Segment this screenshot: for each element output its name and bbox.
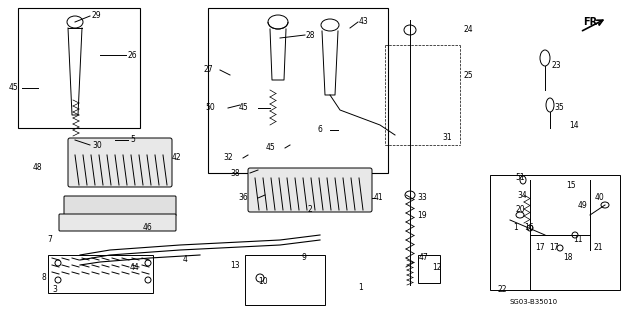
Text: 40: 40	[595, 194, 605, 203]
Text: 35: 35	[554, 103, 564, 113]
Text: 47: 47	[419, 254, 429, 263]
Text: 10: 10	[258, 278, 268, 286]
Text: 22: 22	[497, 286, 506, 294]
Text: 42: 42	[172, 153, 182, 162]
Text: 15: 15	[566, 181, 575, 189]
Text: 12: 12	[432, 263, 442, 272]
Text: 23: 23	[552, 61, 562, 70]
Text: 43: 43	[359, 18, 369, 26]
Text: 4: 4	[183, 256, 188, 264]
Text: 25: 25	[463, 70, 472, 79]
Text: 36: 36	[238, 194, 248, 203]
Text: 7: 7	[47, 235, 52, 244]
Text: 29: 29	[91, 11, 100, 20]
Text: 45: 45	[265, 144, 275, 152]
Text: 30: 30	[92, 140, 102, 150]
Text: 44: 44	[130, 263, 140, 272]
Bar	[490, 175, 620, 290]
Text: 41: 41	[374, 194, 383, 203]
Text: 31: 31	[442, 133, 452, 143]
FancyBboxPatch shape	[68, 138, 172, 187]
FancyBboxPatch shape	[64, 196, 176, 216]
Text: 28: 28	[306, 31, 316, 40]
Bar	[48, 255, 153, 293]
Text: 13: 13	[230, 261, 239, 270]
FancyBboxPatch shape	[248, 168, 372, 212]
Bar	[245, 255, 325, 305]
Text: 26: 26	[127, 50, 136, 60]
Text: 3: 3	[52, 286, 57, 294]
Text: 45: 45	[238, 103, 248, 113]
Text: 1: 1	[513, 224, 518, 233]
Text: 19: 19	[417, 211, 427, 219]
Text: 17: 17	[535, 243, 545, 253]
Bar	[208, 8, 388, 173]
Text: 38: 38	[230, 168, 240, 177]
Text: 16: 16	[524, 224, 534, 233]
Text: 34: 34	[517, 190, 527, 199]
Text: 48: 48	[33, 164, 43, 173]
Text: 9: 9	[302, 254, 307, 263]
Bar	[418, 255, 440, 283]
Text: 33: 33	[417, 194, 427, 203]
Text: 17: 17	[549, 243, 559, 253]
FancyBboxPatch shape	[59, 214, 176, 231]
Text: 11: 11	[573, 235, 582, 244]
Text: 50: 50	[205, 103, 215, 113]
Text: FR.: FR.	[583, 17, 601, 27]
Text: 1: 1	[358, 284, 363, 293]
Text: 49: 49	[578, 201, 588, 210]
Text: 6: 6	[317, 125, 322, 135]
Text: 14: 14	[569, 121, 579, 130]
Text: 45: 45	[8, 84, 18, 93]
Text: 18: 18	[563, 254, 573, 263]
Text: 2: 2	[307, 205, 312, 214]
Text: 5: 5	[130, 136, 135, 145]
Text: 21: 21	[593, 243, 602, 253]
Text: 8: 8	[42, 273, 47, 283]
Text: 46: 46	[143, 224, 153, 233]
Text: SG03-B35010: SG03-B35010	[510, 299, 558, 305]
Text: 24: 24	[463, 26, 472, 34]
Bar	[18, 8, 140, 128]
Text: 20: 20	[516, 205, 525, 214]
Text: 51: 51	[515, 174, 525, 182]
Text: 32: 32	[223, 153, 233, 162]
Text: 27: 27	[204, 65, 213, 75]
